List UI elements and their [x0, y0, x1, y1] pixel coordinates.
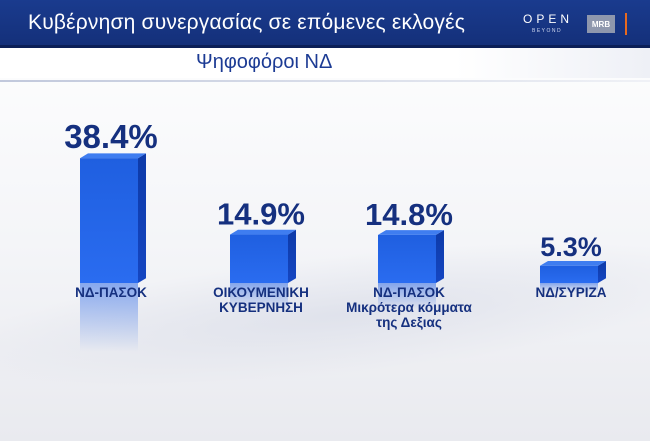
category-label: ΚΥΒΕΡΝΗΣΗ — [219, 300, 303, 315]
bar-reflection — [378, 283, 436, 310]
category-label: ΝΔ-ΠΑΣΟΚ — [373, 285, 445, 300]
bar-side — [138, 153, 146, 283]
bar-group-3: 5.3% ΝΔ/ΣΥΡΙΖΑ — [535, 232, 606, 300]
header-shadow — [0, 80, 650, 82]
bar-top — [230, 229, 296, 235]
bar — [80, 158, 138, 283]
bar-top — [80, 153, 146, 159]
bar — [230, 234, 288, 283]
category-label: ΝΔ/ΣΥΡΙΖΑ — [535, 285, 606, 300]
data-label: 38.4% — [64, 118, 158, 155]
data-label: 14.9% — [217, 197, 305, 232]
bar-side — [598, 260, 606, 283]
bar — [540, 265, 598, 283]
bar-reflection — [540, 283, 598, 293]
open-logo-tagline: BEYOND — [532, 28, 563, 34]
bar-reflection — [80, 283, 138, 352]
bar — [378, 234, 436, 283]
mrb-logo: MRB — [587, 15, 615, 33]
subtitle-band — [0, 48, 650, 78]
bar-top — [378, 230, 444, 235]
category-label: Μικρότερα κόμματα — [346, 300, 472, 315]
category-label: ΟΙΚΟΥΜΕΝΙΚΗ — [213, 285, 309, 300]
bar-side — [288, 229, 296, 283]
chart-subtitle: Ψηφοφόροι ΝΔ — [196, 51, 333, 73]
chart-title: Κυβέρνηση συνεργασίας σε επόμενες εκλογέ… — [28, 11, 466, 34]
logo-divider — [625, 13, 627, 35]
category-label: της Δεξιας — [376, 315, 442, 330]
data-label: 5.3% — [540, 232, 602, 262]
bar-top — [540, 260, 606, 266]
bar-side — [436, 230, 444, 283]
header-bar: Κυβέρνηση συνεργασίας σε επόμενες εκλογέ… — [0, 0, 650, 48]
data-label: 14.8% — [365, 197, 453, 232]
open-logo: OPEN — [523, 12, 574, 26]
bar-group-0: 38.4% ΝΔ-ΠΑΣΟΚ — [64, 118, 158, 352]
bar-reflection — [230, 283, 288, 310]
category-label: ΝΔ-ΠΑΣΟΚ — [75, 285, 147, 300]
